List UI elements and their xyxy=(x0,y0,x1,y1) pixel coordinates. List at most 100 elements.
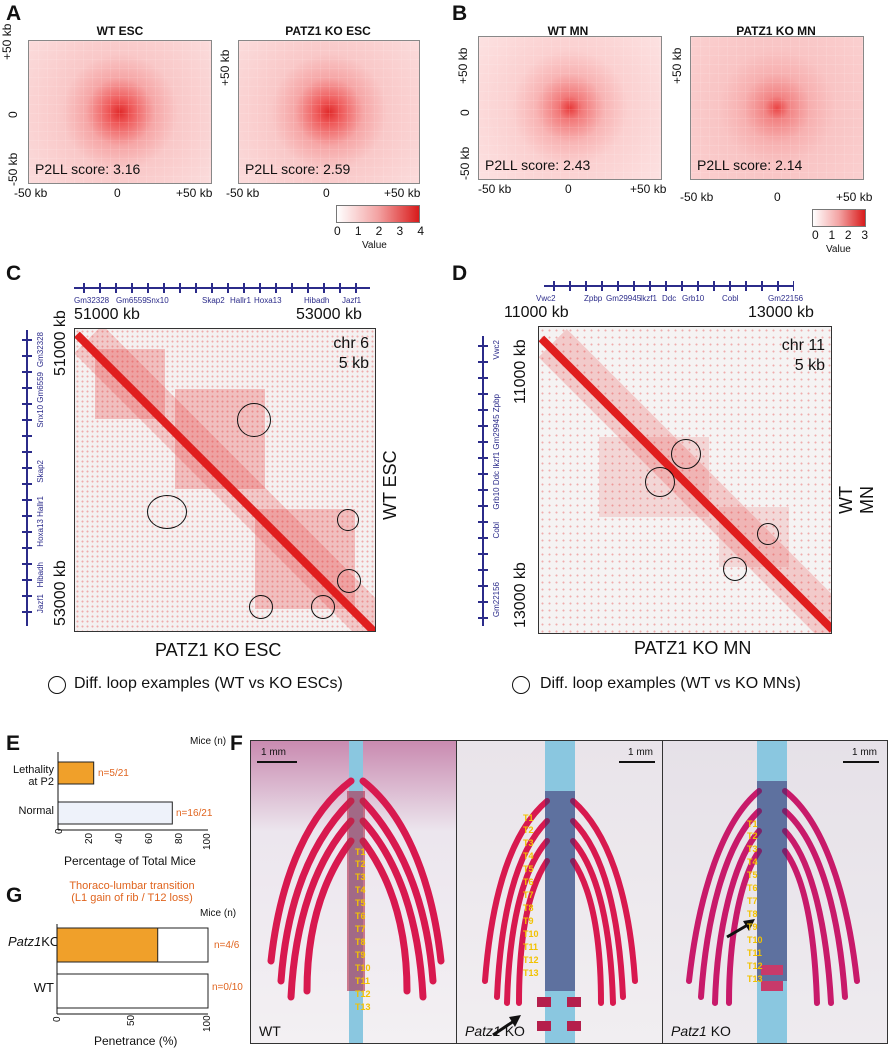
d-gene: Ikzf1 xyxy=(640,294,657,303)
panel-a-right-title: PATZ1 KO ESC xyxy=(285,24,371,38)
d-x-end: 13000 kb xyxy=(748,304,814,321)
d-gene: Gm29945 xyxy=(606,294,642,303)
f-vert-label: T5 xyxy=(523,864,534,874)
a-cbar-tick: 0 xyxy=(334,224,341,238)
b-cbar-tick: 3 xyxy=(861,228,868,242)
a-colorbar xyxy=(336,205,420,223)
d-loop-circle xyxy=(723,557,747,581)
e-annot-0: n=5/21 xyxy=(98,768,129,779)
d-lower-label: PATZ1 KO MN xyxy=(634,638,752,658)
ko1-skeleton-drawing xyxy=(482,741,638,1043)
c-x-start: 51000 kb xyxy=(74,306,140,323)
f-vert-label: T6 xyxy=(747,883,758,893)
f-genotype-italic: Patz1 xyxy=(465,1023,501,1039)
g-title: Thoraco-lumbar transition (L1 gain of ri… xyxy=(69,880,195,904)
d-gene-track xyxy=(544,281,794,291)
f-vert-label: T2 xyxy=(523,825,534,835)
g-row-label-italic: Patz1 xyxy=(8,934,42,949)
c-vgene-track xyxy=(22,330,32,626)
g-xlabel: Penetrance (%) xyxy=(94,1034,178,1048)
c-legend-text: Diff. loop examples (WT vs KO ESCs) xyxy=(74,675,343,692)
a-cbar-tick: 4 xyxy=(417,224,424,238)
f-vert-label: T7 xyxy=(747,896,758,906)
c-hic-map: chr 6 5 kb xyxy=(74,328,376,632)
panel-a-left-title: WT ESC xyxy=(96,24,144,38)
c-vgene-names: Gm32328 Snx10 Gm6559 Skap2 Hoxa13 Hallr1… xyxy=(36,332,48,622)
f-vert-label: T3 xyxy=(523,838,534,848)
b-colorbar xyxy=(812,209,866,227)
e-tick: 20 xyxy=(84,832,95,844)
a-right-xtick-2: +50 kb xyxy=(384,186,421,200)
g-tick: 100 xyxy=(202,1015,213,1032)
c-legend-circle xyxy=(48,676,66,694)
f-genotype-ko-1: Patz1 KO xyxy=(465,1023,525,1039)
skeleton-photo-ko-1: 1 mm Patz1 KO T1 T2 T3 T4 T5 T6 T7 T8 T9… xyxy=(456,740,664,1044)
f-vert-label: T2 xyxy=(355,859,366,869)
d-chrom: chr 11 xyxy=(781,337,825,354)
f-scale-1: 1 mm xyxy=(261,747,286,758)
d-gene: Cobl xyxy=(722,294,739,303)
b-cbar-tick: 2 xyxy=(844,228,852,242)
f-vert-label: T10 xyxy=(355,963,371,973)
skeleton-photo-ko-2: 1 mm Patz1 KO T1 T2 T3 T4 T5 T6 T7 T8 T9… xyxy=(662,740,888,1044)
c-gene: Hibadh xyxy=(304,296,330,305)
a-left-ytick-bot: -50 kb xyxy=(6,152,20,186)
b-cbar-tick: 1 xyxy=(828,228,836,242)
d-hic-map: chr 11 5 kb xyxy=(538,326,832,634)
f-genotype-wt: WT xyxy=(259,1023,281,1039)
c-vgene: Snx10 Gm6559 xyxy=(36,372,45,428)
a-left-xtick-0: -50 kb xyxy=(14,186,48,200)
d-vgene: Gm22156 xyxy=(492,582,501,618)
c-loop-circle xyxy=(147,495,187,529)
a-left-ytick-mid: 0 xyxy=(6,111,20,118)
f-vert-label: T1 xyxy=(355,847,366,857)
f-vert-labels-ko-2: T1 T2 T3 T4 T5 T6 T7 T8 T9 T10 T11 T12 T… xyxy=(747,819,777,1009)
f-vert-label: T4 xyxy=(355,885,366,895)
panel-a-label: A xyxy=(6,2,22,25)
a-colorbar-label: Value xyxy=(362,240,387,251)
b-colorbar-ticks: 0 1 2 3 xyxy=(812,228,868,242)
p2ll-score-ko-mn: P2LL score: 2.14 xyxy=(697,157,803,173)
bar-0 xyxy=(56,927,159,963)
c-gene: Gm6559 xyxy=(116,296,147,305)
c-gene-names: Gm32328 Gm6559 Snx10 Skap2 Hallr1 Hoxa13… xyxy=(74,296,374,306)
f-vert-label: T7 xyxy=(355,924,366,934)
f-vert-label: T4 xyxy=(523,851,534,861)
a-colorbar-ticks: 0 1 2 3 4 xyxy=(334,224,424,238)
d-vgene: Grb10 Ddc Ikzf1 Gm29945 Zpbp xyxy=(492,394,501,510)
b-right-xtick-2: +50 kb xyxy=(836,190,873,204)
panel-g-label: G xyxy=(6,884,23,907)
bar-1 xyxy=(57,801,173,825)
b-left-ytick-bot: -50 kb xyxy=(458,146,472,180)
f-vert-label: T11 xyxy=(747,948,763,958)
skeleton-photo-wt: 1 mm WT T1 T2 T3 T4 T5 T6 T7 T8 T9 T10 T… xyxy=(250,740,458,1044)
c-vgene: Hoxa13 Hallr1 xyxy=(36,496,45,547)
f-scale-bar-1 xyxy=(257,761,297,763)
f-scale-bar-3 xyxy=(843,761,879,763)
f-genotype-ko: KO xyxy=(710,1023,731,1039)
b-left-ytick-mid: 0 xyxy=(458,109,472,116)
f-vert-label: T5 xyxy=(355,898,366,908)
f-vert-label: T9 xyxy=(523,916,534,926)
a-cbar-tick: 2 xyxy=(375,224,383,238)
f-vert-label: T2 xyxy=(747,831,758,841)
b-colorbar-label: Value xyxy=(826,244,851,255)
f-vert-label: T1 xyxy=(523,813,534,823)
f-genotype-ko-2: Patz1 KO xyxy=(671,1023,731,1039)
f-vert-labels-wt: T1 T2 T3 T4 T5 T6 T7 T8 T9 T10 T11 T12 T… xyxy=(355,847,385,1027)
f-vert-label: T4 xyxy=(747,857,758,867)
panel-b-label: B xyxy=(452,2,468,25)
c-res: 5 kb xyxy=(338,355,369,372)
d-loop-circle xyxy=(671,439,701,469)
f-vert-label: T10 xyxy=(747,935,763,945)
e-bar-chart xyxy=(57,752,208,831)
panel-b-right-title: PATZ1 KO MN xyxy=(736,24,816,38)
panel-d-label: D xyxy=(452,262,468,285)
d-legend-circle xyxy=(512,676,530,694)
f-vert-label: T9 xyxy=(355,950,366,960)
d-vgene-track xyxy=(478,336,488,626)
a-right-ytick-top: +50 kb xyxy=(218,49,232,86)
panel-e-label: E xyxy=(6,732,21,755)
c-chrom: chr 6 xyxy=(333,335,369,352)
apa-heatmap-ko-mn: P2LL score: 2.14 xyxy=(690,36,864,180)
